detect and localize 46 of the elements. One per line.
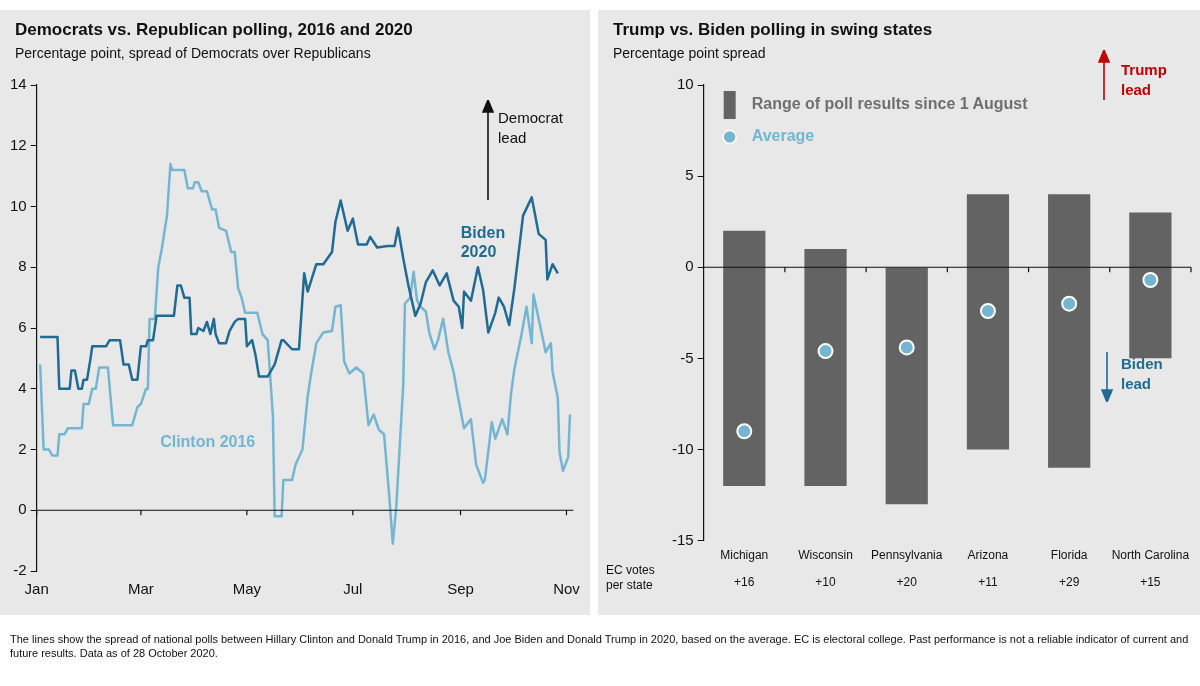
- x-tick-label: Michigan: [720, 548, 769, 563]
- chart-subtitle: Percentage point, spread of Democrats over Republicans: [15, 45, 371, 61]
- y-tick-label: 4: [18, 378, 27, 396]
- text: +10: [814, 574, 837, 590]
- y-tick-label: 0: [18, 500, 27, 518]
- y-tick-label: 14: [10, 75, 27, 93]
- y-tick-label: 5: [685, 166, 694, 184]
- text: +20: [895, 574, 918, 590]
- annotation: Biden lead: [1121, 354, 1164, 394]
- legend-label: Range of poll results since 1 August: [751, 95, 1029, 113]
- text: EC votes per state: [606, 562, 656, 593]
- x-tick-label: May: [232, 580, 262, 598]
- x-tick-label: North Carolina: [1111, 548, 1190, 563]
- y-tick-label: -10: [671, 439, 694, 457]
- x-tick-label: Jul: [343, 580, 363, 598]
- y-tick-label: 10: [10, 196, 27, 214]
- y-tick-label: -15: [671, 530, 694, 548]
- x-tick-label: Arizona: [967, 548, 1009, 563]
- chart-title: Trump vs. Biden polling in swing states: [613, 20, 933, 40]
- chart-title: Democrats vs. Republican polling, 2016 and 2020: [15, 20, 413, 40]
- x-tick-label: Pennsylvania: [871, 548, 943, 563]
- x-tick-label: Wisconsin: [798, 548, 853, 563]
- x-tick-label: Mar: [127, 580, 154, 598]
- x-tick-label: Florida: [1050, 548, 1088, 563]
- x-tick-label: Sep: [447, 580, 474, 598]
- chart-subtitle: Percentage point spread: [613, 45, 766, 61]
- x-tick-label: Nov: [553, 580, 581, 598]
- y-tick-label: 0: [685, 257, 694, 275]
- annotation: Trump lead: [1121, 60, 1168, 100]
- text: +29: [1057, 574, 1081, 590]
- legend-label: Average: [751, 127, 815, 145]
- text: +16: [733, 574, 756, 590]
- y-tick-label: 12: [10, 135, 27, 153]
- x-tick-label: Jan: [24, 580, 49, 598]
- y-tick-label: 10: [676, 75, 694, 93]
- text: +11: [977, 574, 999, 590]
- y-tick-label: -2: [13, 561, 27, 579]
- text: The lines show the spread of national polls between Hillary Clinton and Donald Trump in 2016, and Joe Biden and Donald Trump in 2020, based on the average. EC is electoral college. Past performance is not a reliable indicator of current and future results. Data as of 28 October 2020.: [10, 632, 1190, 660]
- y-tick-label: 8: [18, 257, 27, 275]
- text: +15: [1139, 574, 1162, 590]
- y-tick-label: 2: [18, 439, 27, 457]
- annotation: Democrat lead: [498, 108, 565, 148]
- y-tick-label: -5: [680, 348, 694, 366]
- y-tick-label: 6: [18, 318, 27, 336]
- series-label: Biden 2020: [460, 224, 506, 261]
- series-label: Clinton 2016: [160, 433, 256, 451]
